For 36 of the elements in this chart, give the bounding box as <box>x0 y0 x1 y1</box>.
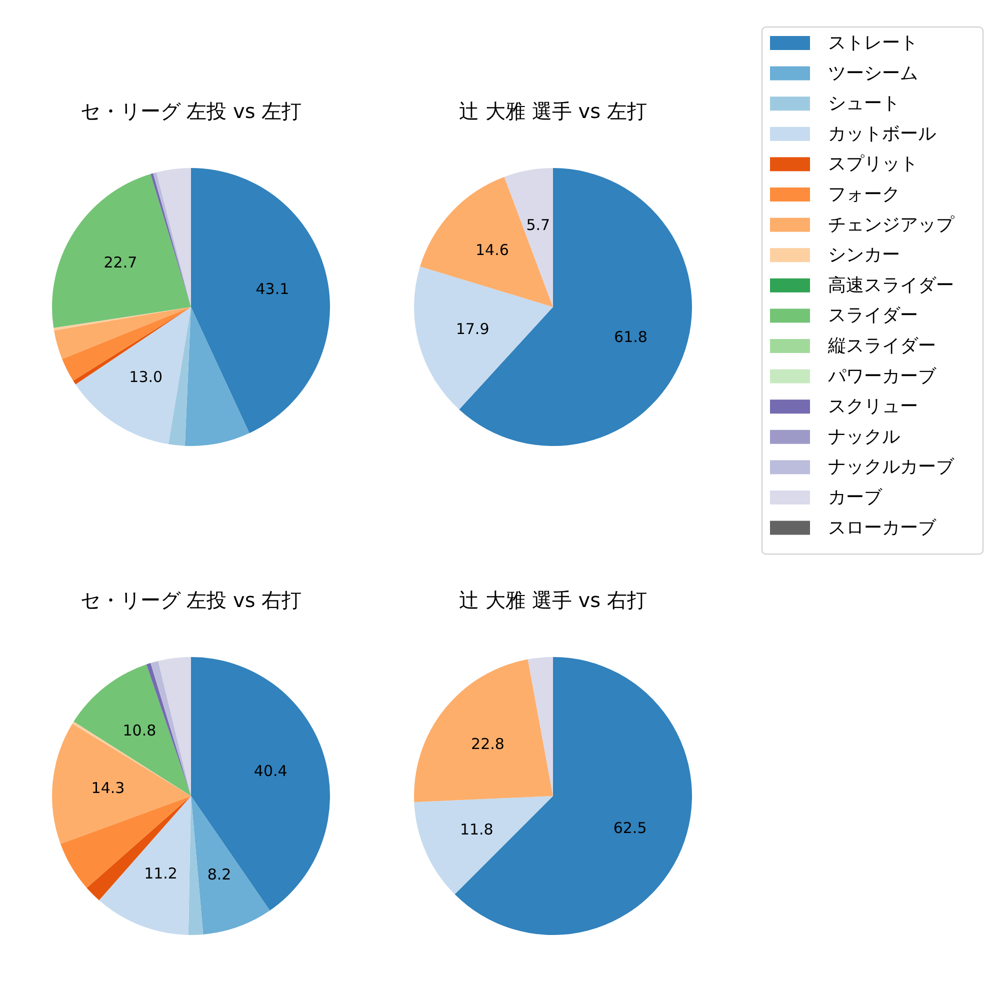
legend-label: ストレート <box>828 32 918 54</box>
legend-label: 高速スライダー <box>828 274 954 296</box>
text: セ・リーグ 左投 vs 左打 <box>80 99 302 123</box>
data-label: 62.5 <box>613 818 647 837</box>
data-label: 22.7 <box>104 254 138 272</box>
legend-label: スローカーブ <box>828 517 937 538</box>
data-label: 43.1 <box>256 280 290 298</box>
data-label: 40.4 <box>254 762 288 780</box>
legend-label: パワーカーブ <box>827 366 937 387</box>
legend-label: ナックルカーブ <box>828 456 955 478</box>
legend-label: シュート <box>828 93 900 114</box>
chart-title: セ・リーグ 左投 vs 右打 <box>80 588 302 612</box>
data-label: 61.8 <box>614 328 648 346</box>
chart-title: 辻 大雅 選手 vs 左打 <box>459 99 647 123</box>
legend-label: フォーク <box>828 184 900 205</box>
chart-title: 辻 大雅 選手 vs 右打 <box>459 588 647 612</box>
data-label: 14.3 <box>91 778 125 797</box>
legend-label: スクリュー <box>828 396 918 418</box>
legend-label: スライダー <box>828 305 918 326</box>
data-label: 11.2 <box>144 864 178 883</box>
legend-label: チェンジアップ <box>828 214 955 236</box>
data-label: 11.8 <box>460 820 494 839</box>
data-label: 22.8 <box>471 735 504 754</box>
data-label: 13.0 <box>129 368 163 386</box>
data-label: 14.6 <box>476 240 509 259</box>
legend-label: ナックル <box>828 426 900 448</box>
legend-label: カットボール <box>828 123 936 144</box>
legend-label: ツーシーム <box>828 62 918 84</box>
data-label: 17.9 <box>456 320 490 338</box>
data-label: 8.2 <box>207 865 232 884</box>
data-label: 10.8 <box>122 721 156 740</box>
legend-label: カーブ <box>828 487 883 508</box>
legend-label: 縦スライダー <box>827 336 936 356</box>
data-label: 5.7 <box>526 216 550 234</box>
legend-label: スプリット <box>828 154 918 175</box>
legend-label: シンカー <box>828 244 900 266</box>
